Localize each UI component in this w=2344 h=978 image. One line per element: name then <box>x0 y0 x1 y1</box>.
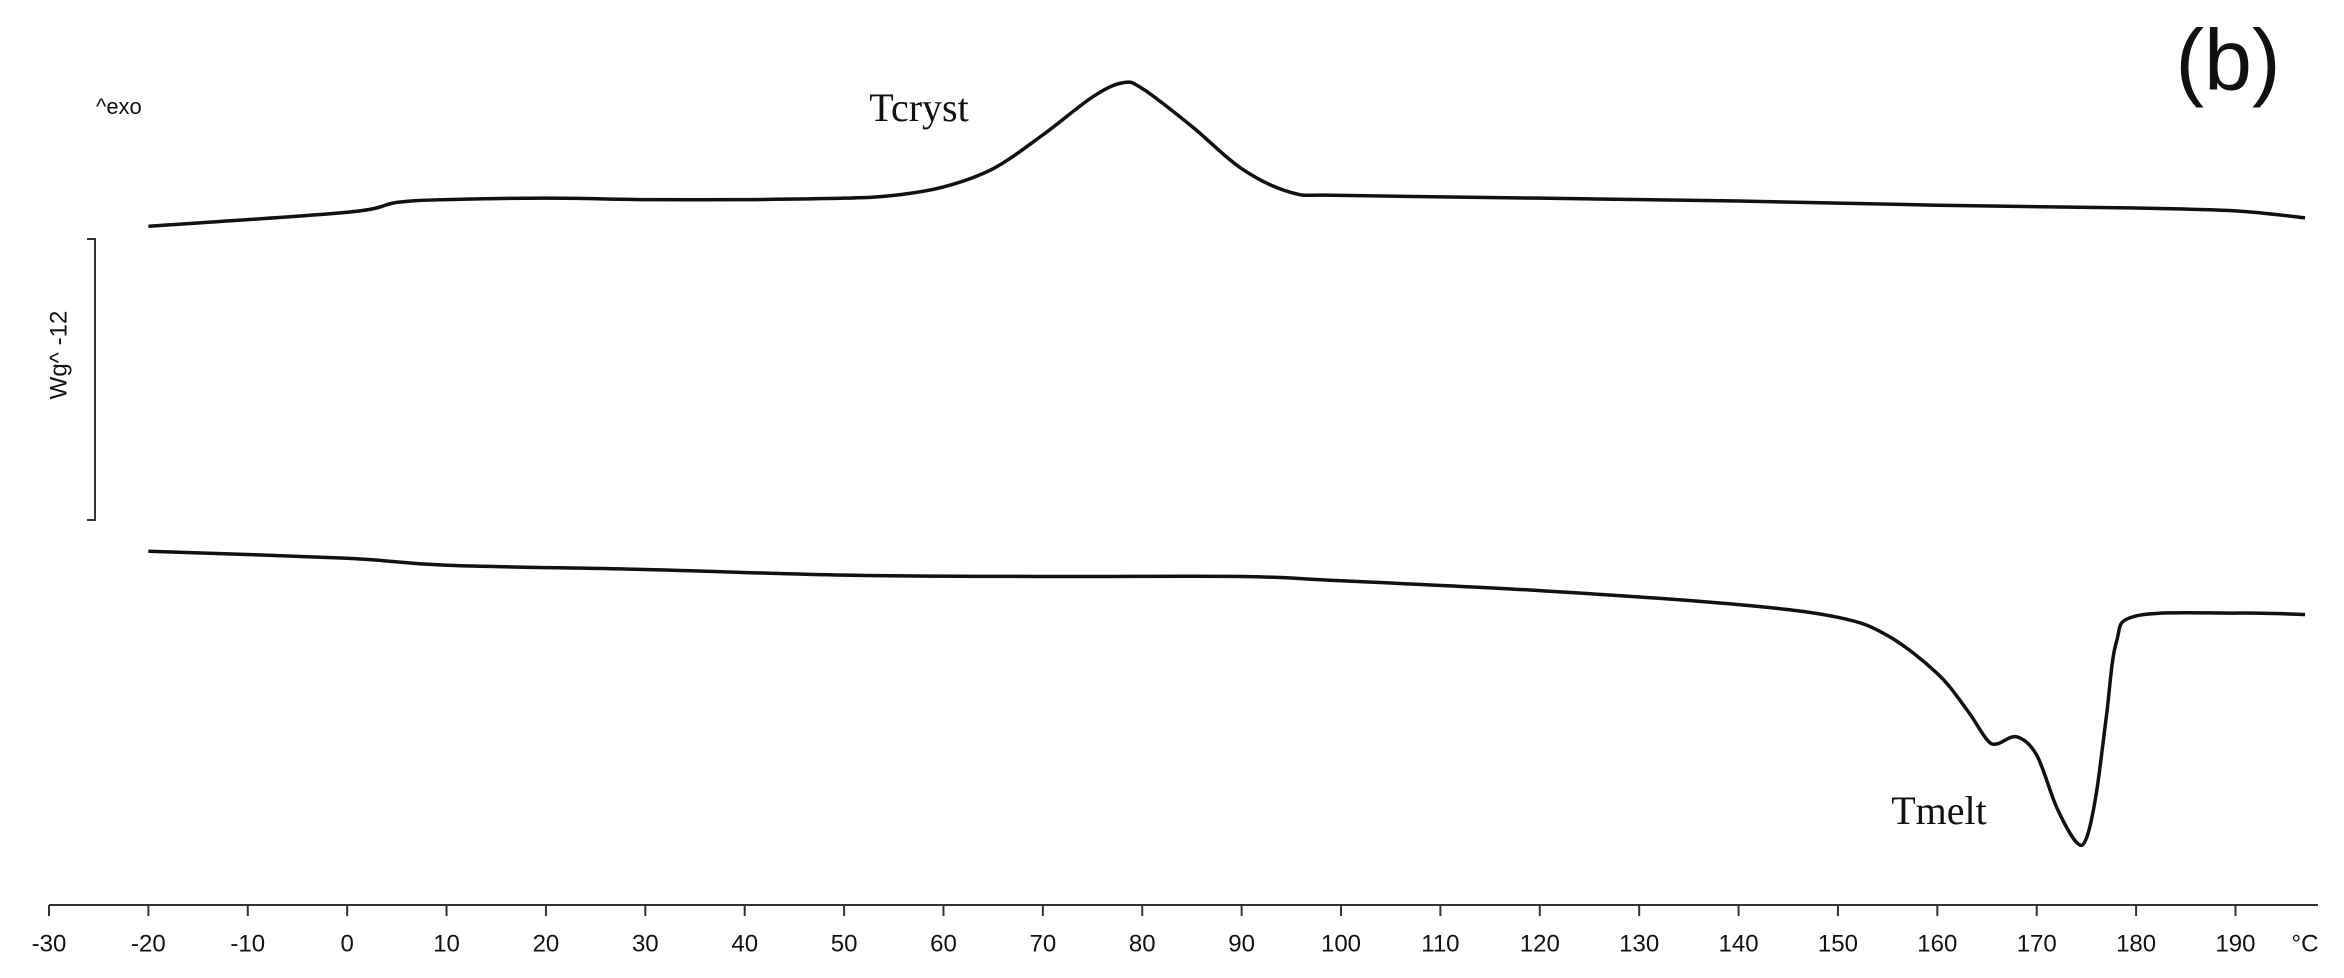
x-tick-label: 140 <box>1719 930 1759 957</box>
x-tick-label: 20 <box>533 930 560 957</box>
x-tick-label: 150 <box>1818 930 1858 957</box>
x-axis-label: °C <box>2292 930 2319 957</box>
scale-bar <box>87 238 96 521</box>
x-tick-label: 70 <box>1030 930 1057 957</box>
panel-label: (b) <box>2175 13 2280 109</box>
x-tick-label: 50 <box>831 930 858 957</box>
x-tick-label: 190 <box>2215 930 2255 957</box>
x-tick-label: 180 <box>2116 930 2156 957</box>
x-tick-label: -20 <box>131 930 166 957</box>
x-tick-label: 130 <box>1619 930 1659 957</box>
x-tick-label: 110 <box>1421 930 1459 957</box>
x-tick-label: -30 <box>32 930 67 957</box>
exo-label: ^exo <box>96 94 142 119</box>
x-tick-label: 90 <box>1228 930 1255 957</box>
dsc-curve <box>148 80 2306 229</box>
dsc-curve <box>148 549 2306 848</box>
x-tick-label: 40 <box>731 930 758 957</box>
x-tick-label: 170 <box>2017 930 2057 957</box>
x-tick-label: 160 <box>1917 930 1957 957</box>
x-tick-label: 30 <box>632 930 659 957</box>
x-tick-label: 60 <box>930 930 957 957</box>
annotation: Tmelt <box>1891 788 1987 833</box>
x-tick-label: 0 <box>340 930 353 957</box>
scale-label: Wg^ -12 <box>45 311 72 400</box>
x-tick-label: 120 <box>1520 930 1560 957</box>
x-tick-label: 10 <box>433 930 460 957</box>
annotation: Tcryst <box>869 85 968 130</box>
x-tick-label: 80 <box>1129 930 1156 957</box>
x-tick-label: 100 <box>1321 930 1361 957</box>
x-tick-label: -10 <box>230 930 265 957</box>
